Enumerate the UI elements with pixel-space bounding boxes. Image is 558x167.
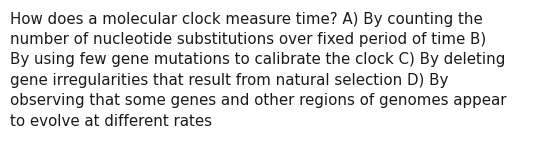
Text: How does a molecular clock measure time? A) By counting the
number of nucleotide: How does a molecular clock measure time?… — [10, 12, 507, 129]
